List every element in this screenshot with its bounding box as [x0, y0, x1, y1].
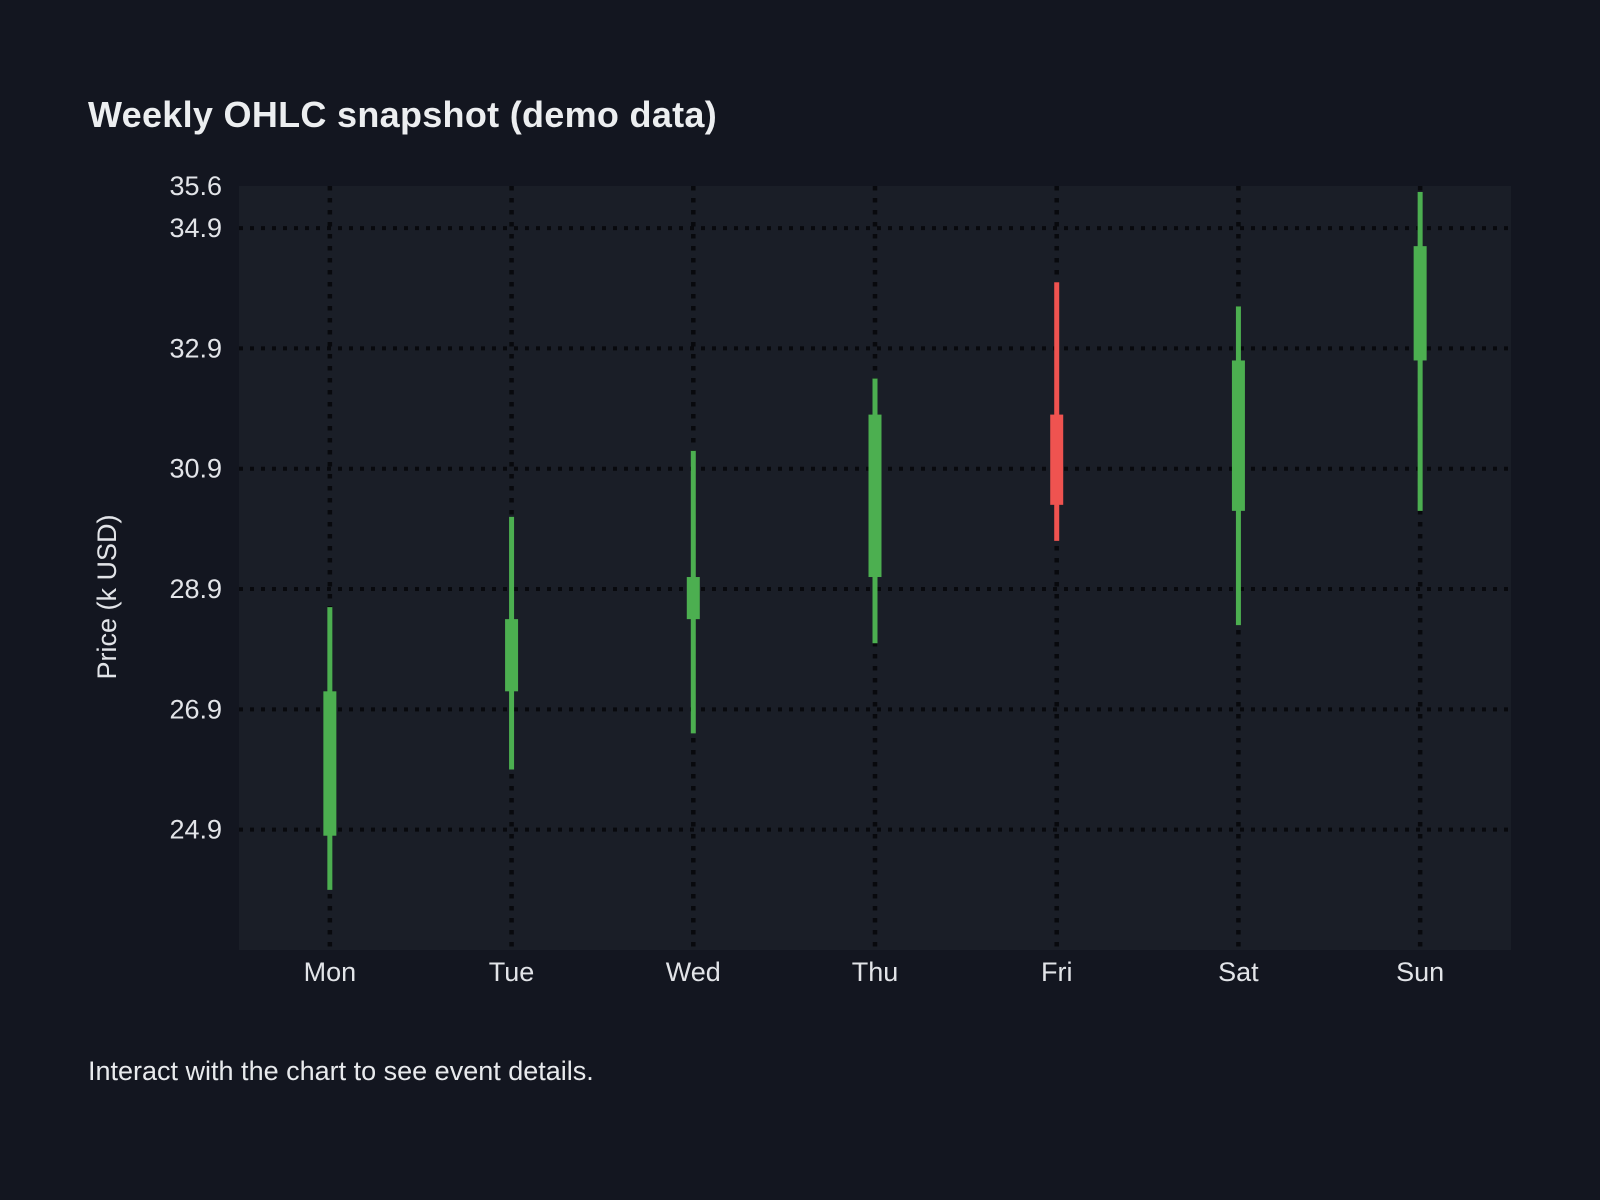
candle-body — [868, 414, 882, 578]
y-axis-title: Price (k USD) — [92, 514, 122, 679]
candle-fri[interactable] — [1050, 282, 1064, 541]
candle-wed[interactable] — [686, 450, 700, 734]
x-tick-label: Sun — [1396, 957, 1444, 987]
chart-interaction-hint: Interact with the chart to see event det… — [88, 1056, 594, 1086]
candle-body — [505, 619, 519, 692]
x-tick-label: Fri — [1041, 957, 1072, 987]
y-tick-label: 24.9 — [169, 815, 222, 845]
x-tick-label: Tue — [489, 957, 535, 987]
x-tick-label: Sat — [1218, 957, 1259, 987]
x-tick-label: Thu — [852, 957, 899, 987]
y-tick-label: 32.9 — [169, 333, 222, 363]
candle-sun[interactable] — [1413, 192, 1427, 511]
y-tick-label: 34.9 — [169, 213, 222, 243]
y-tick-label: 35.6 — [169, 171, 222, 201]
candle-mon[interactable] — [323, 607, 337, 890]
candle-body — [686, 577, 700, 620]
candle-body — [1050, 414, 1064, 505]
y-tick-label: 28.9 — [169, 574, 222, 604]
y-tick-label: 26.9 — [169, 694, 222, 724]
x-tick-label: Wed — [666, 957, 721, 987]
x-tick-label: Mon — [304, 957, 357, 987]
candle-tue[interactable] — [505, 516, 519, 770]
candle-thu[interactable] — [868, 378, 882, 644]
candle-body — [1231, 360, 1245, 511]
candle-body — [1413, 246, 1427, 361]
y-tick-label: 30.9 — [169, 454, 222, 484]
candle-body — [323, 691, 337, 836]
candle-sat[interactable] — [1231, 306, 1245, 626]
chart-title: Weekly OHLC snapshot (demo data) — [88, 94, 718, 135]
